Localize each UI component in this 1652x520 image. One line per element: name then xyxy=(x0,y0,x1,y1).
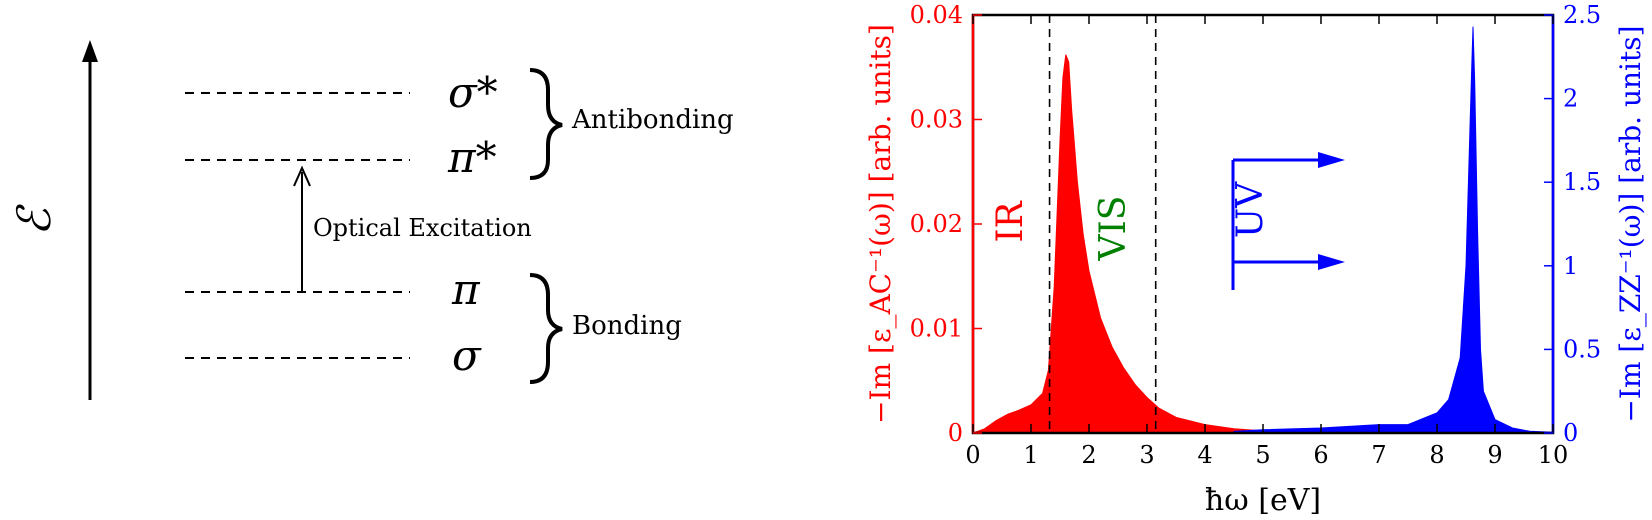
series-layer xyxy=(972,26,1554,434)
x-tick-label: 3 xyxy=(1139,441,1154,469)
y-right-tick-label: 1.5 xyxy=(1563,168,1601,196)
y-left-tick-label: 0.03 xyxy=(910,106,963,134)
level-label-sigma: σ xyxy=(452,331,482,380)
y-left-tick-label: 0.04 xyxy=(910,1,963,29)
y-axis-label-right: −Im [ε_ZZ⁻¹(ω)] [arb. units] xyxy=(1614,25,1647,422)
energy-axis-arrowhead xyxy=(82,40,98,62)
x-axis-label: ħω [eV] xyxy=(1205,483,1321,518)
series-ac-area xyxy=(972,54,1264,434)
region-label-vis: VIS xyxy=(1093,196,1134,262)
x-tick-label: 8 xyxy=(1429,441,1444,469)
x-tick-label: 0 xyxy=(965,441,980,469)
chart: 0 1 2 3 4 5 6 7 8 9 1000.010.020.030.0400.511.522.… xyxy=(864,1,1647,518)
antibonding-brace xyxy=(529,68,563,180)
energy-diagram: ℰ σ* π* π σ Antibonding Bonding Optical … xyxy=(7,40,734,400)
y-left-tick-label: 0.02 xyxy=(910,210,963,238)
x-tick-label: 2 xyxy=(1081,441,1096,469)
bonding-label: Bonding xyxy=(572,311,682,341)
y-right-tick-label: 1 xyxy=(1563,252,1578,280)
x-tick-label: 10 xyxy=(1538,441,1569,469)
energy-axis-symbol: ℰ xyxy=(7,204,61,236)
x-tick-label: 9 xyxy=(1487,441,1502,469)
y-axis-label-left: −Im [ε_AC⁻¹(ω)] [arb. units] xyxy=(864,24,897,424)
antibonding-label: Antibonding xyxy=(571,105,734,135)
x-tick-label: 1 xyxy=(1023,441,1038,469)
uv-arrowhead-top xyxy=(1318,152,1345,168)
tick-layer: 0 1 2 3 4 5 6 7 8 9 1000.010.020.030.0400.511.522.… xyxy=(910,1,1602,469)
level-label-pi: π xyxy=(451,265,481,314)
level-label-pi-star: π* xyxy=(447,133,497,182)
y-right-tick-label: 2.5 xyxy=(1563,1,1601,29)
level-label-sigma-star: σ* xyxy=(448,68,498,117)
y-right-tick-label: 0 xyxy=(1563,419,1578,447)
excitation-arrowhead xyxy=(293,165,311,187)
y-right-tick-label: 0.5 xyxy=(1563,335,1601,363)
region-label-ir: IR xyxy=(990,200,1031,242)
series-zz-area xyxy=(1233,26,1554,434)
bonding-brace xyxy=(529,273,563,384)
region-label-uv: UV xyxy=(1230,181,1271,238)
uv-arrowhead-bottom xyxy=(1318,254,1345,270)
x-tick-label: 5 xyxy=(1255,441,1270,469)
y-right-tick-label: 2 xyxy=(1563,85,1578,113)
x-tick-label: 4 xyxy=(1197,441,1212,469)
y-left-tick-label: 0 xyxy=(948,419,963,447)
x-tick-label: 7 xyxy=(1371,441,1386,469)
y-left-tick-label: 0.01 xyxy=(910,315,963,343)
excitation-label: Optical Excitation xyxy=(313,214,532,242)
x-tick-label: 6 xyxy=(1313,441,1328,469)
